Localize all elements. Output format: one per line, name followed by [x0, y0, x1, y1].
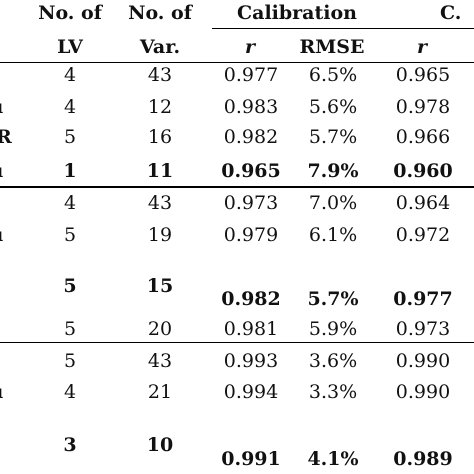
- cell-lv: 5: [63, 275, 77, 297]
- header-lv-line2: LV: [57, 36, 83, 58]
- cell-var: 12: [147, 96, 173, 118]
- cell-r: 0.965: [221, 160, 281, 182]
- cell-var: 11: [146, 160, 174, 182]
- cell-rmse: 3.3%: [308, 381, 358, 403]
- cell-lv: 5: [63, 318, 77, 340]
- cell-r: 0.982: [221, 288, 281, 310]
- header-lv-line1: No. of: [38, 2, 102, 24]
- cell-r: 0.977: [223, 64, 279, 86]
- header-bottom-rule: [0, 62, 474, 63]
- cell-rmse: 6.1%: [308, 224, 358, 246]
- cell-r2: 0.978: [395, 96, 451, 118]
- cell-rmse: 5.7%: [308, 126, 358, 148]
- cell-r: 0.993: [223, 350, 279, 372]
- cell-r2: 0.972: [395, 224, 451, 246]
- cell-var: 19: [147, 224, 173, 246]
- cell-r: 0.982: [223, 126, 279, 148]
- cell-rmse: 6.5%: [308, 64, 358, 86]
- cell-lv: 1: [63, 160, 77, 182]
- cell-var: 20: [147, 318, 173, 340]
- left-fragment: R: [0, 126, 12, 148]
- header-r: r: [244, 36, 255, 58]
- cell-lv: 5: [63, 350, 77, 372]
- cell-r2: 0.977: [393, 288, 453, 310]
- cell-r2: 0.990: [395, 350, 451, 372]
- cell-var: 16: [147, 126, 173, 148]
- cell-r2: 0.990: [395, 381, 451, 403]
- cell-var: 43: [147, 64, 173, 86]
- cell-lv: 4: [63, 96, 77, 118]
- cell-r: 0.981: [223, 318, 279, 340]
- calibration-underline: [212, 28, 474, 29]
- group-rule-2: [0, 342, 474, 343]
- header-calibration: Calibration: [237, 2, 357, 24]
- header-rmse: RMSE: [299, 36, 365, 58]
- cell-rmse: 5.7%: [307, 288, 359, 310]
- cell-var: 43: [147, 192, 173, 214]
- cell-r: 0.994: [223, 381, 279, 403]
- left-fragment: ı: [0, 160, 3, 182]
- cell-r2: 0.966: [395, 126, 451, 148]
- header-cv-partial: C.: [440, 2, 462, 24]
- group-rule-1: [0, 186, 474, 188]
- cell-rmse: 5.6%: [308, 96, 358, 118]
- cell-var: 10: [146, 434, 174, 456]
- cell-r: 0.979: [223, 224, 279, 246]
- cell-lv: 4: [63, 192, 77, 214]
- cell-lv: 4: [63, 64, 77, 86]
- cell-rmse: 3.6%: [308, 350, 358, 372]
- cell-r: 0.991: [221, 448, 281, 470]
- cell-r: 0.973: [223, 192, 279, 214]
- left-fragment: ı: [0, 96, 3, 118]
- cell-lv: 4: [63, 381, 77, 403]
- left-fragment: ı: [0, 224, 3, 246]
- left-fragment: ı: [0, 381, 3, 403]
- cell-var: 21: [147, 381, 173, 403]
- cell-r2: 0.973: [395, 318, 451, 340]
- header-r2: r: [416, 36, 427, 58]
- cell-rmse: 7.9%: [307, 160, 359, 182]
- cell-var: 15: [146, 275, 174, 297]
- cell-rmse: 7.0%: [308, 192, 358, 214]
- cell-rmse: 5.9%: [308, 318, 358, 340]
- cell-var: 43: [147, 350, 173, 372]
- cell-r2: 0.960: [393, 160, 453, 182]
- cell-lv: 3: [63, 434, 77, 456]
- cell-lv: 5: [63, 224, 77, 246]
- cell-r2: 0.989: [393, 448, 453, 470]
- cell-r2: 0.964: [395, 192, 451, 214]
- header-var-line1: No. of: [128, 2, 192, 24]
- cell-lv: 5: [63, 126, 77, 148]
- header-var-line2: Var.: [139, 36, 181, 58]
- cell-rmse: 4.1%: [307, 448, 359, 470]
- cell-r2: 0.965: [395, 64, 451, 86]
- cell-r: 0.983: [223, 96, 279, 118]
